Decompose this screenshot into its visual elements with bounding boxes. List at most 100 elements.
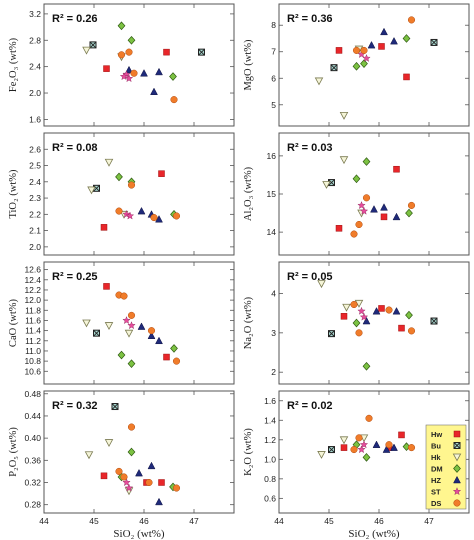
y-tick-label: 16 xyxy=(267,151,277,161)
point-Hw xyxy=(100,472,108,480)
point-DM xyxy=(362,157,371,166)
panel-frame xyxy=(43,3,235,127)
legend-marker-Hk xyxy=(452,453,462,462)
point-Bu xyxy=(430,38,438,46)
y-tick-label: 0.36 xyxy=(24,455,41,465)
legend-marker-Bu xyxy=(453,442,461,449)
y-tick-label: 12.4 xyxy=(24,275,41,285)
legend-label-Hk: Hk xyxy=(431,453,441,462)
point-HZ xyxy=(392,307,401,315)
point-HZ xyxy=(140,69,148,77)
legend-label-Hw: Hw xyxy=(431,430,442,439)
legend-label-HZ: HZ xyxy=(431,476,441,485)
point-DS xyxy=(125,48,133,56)
point-ST xyxy=(359,206,369,215)
y-tick-label: 10.8 xyxy=(24,356,41,366)
point-DS xyxy=(407,16,416,24)
y-tick-label: 14 xyxy=(267,227,277,237)
y-tick-label: 6 xyxy=(271,73,276,83)
point-DM xyxy=(352,318,361,328)
panel-frame xyxy=(278,3,470,127)
legend-label-DS: DS xyxy=(431,499,441,508)
point-HZ xyxy=(150,87,158,95)
point-HZ xyxy=(372,440,381,448)
point-DS xyxy=(150,214,158,222)
y-tick-label: 0.32 xyxy=(24,478,41,488)
r-squared-label: R² = 0.26 xyxy=(52,13,98,25)
point-DM xyxy=(362,361,371,371)
panel-fe2o3: 1.6 2.0 2.4 2.8 3.2 Fe₂O₃ (wt%) R² = 0.26 xyxy=(8,3,235,127)
point-ST xyxy=(124,483,134,492)
point-Hw xyxy=(163,353,170,361)
point-HZ xyxy=(147,461,156,470)
point-Hk xyxy=(317,280,326,289)
y-tick-label: 15 xyxy=(267,189,277,199)
point-Bu xyxy=(328,446,335,454)
y-axis-label: P₂O₅ (wt%) xyxy=(8,427,19,477)
point-HZ xyxy=(380,203,388,211)
point-Hk xyxy=(82,46,91,55)
y-tick-label: 2.2 xyxy=(29,209,41,219)
y-tick-label: 8 xyxy=(271,20,276,30)
y-tick-label: 2.1 xyxy=(29,226,41,236)
panel-frame xyxy=(278,132,470,256)
point-Hw xyxy=(340,444,348,451)
point-HZ xyxy=(155,497,163,506)
r-squared-label: R² = 0.03 xyxy=(287,142,333,154)
point-DM xyxy=(362,453,371,462)
x-tick-label: 45 xyxy=(89,516,99,526)
y-tick-label: 3.2 xyxy=(29,9,41,19)
y-tick-label: 2.4 xyxy=(29,62,41,72)
point-DS xyxy=(145,478,153,487)
x-axes-group: 44 45 46 47 SiO₂ (wt%) 44 45 46 47 SiO₂ (wt%) xyxy=(39,516,434,540)
point-ST xyxy=(359,440,369,449)
x-tick-label: 44 xyxy=(274,516,284,526)
x-axis-label: SiO₂ (wt%) xyxy=(348,528,400,540)
point-DS xyxy=(147,327,156,335)
point-DS xyxy=(385,306,393,314)
point-DM xyxy=(115,172,123,182)
y-tick-label: 11.0 xyxy=(25,346,41,356)
y-tick-label: 2.0 xyxy=(29,88,41,98)
point-DS xyxy=(120,473,128,481)
y-tick-label: 0.6 xyxy=(264,493,276,503)
y-tick-label: 2.4 xyxy=(29,177,41,187)
point-DS xyxy=(170,96,178,104)
point-DM xyxy=(117,21,126,31)
point-ST xyxy=(119,72,129,81)
y-tick-label: 2.5 xyxy=(29,161,41,171)
y-tick-label: 0.44 xyxy=(24,411,41,421)
point-DM xyxy=(127,447,136,457)
point-Hw xyxy=(335,47,343,54)
panel-mgo: 5 6 7 8 MgO (wt%) R² = 0.36 xyxy=(243,3,470,127)
y-tick-label: 2.8 xyxy=(29,35,41,45)
y-tick-label: 0.40 xyxy=(24,433,41,443)
legend: Hw Bu Hk DM HZ ST DS xyxy=(425,424,467,510)
point-HZ xyxy=(362,316,371,325)
y-tick-label: 11.6 xyxy=(25,315,41,325)
point-Hw xyxy=(103,283,110,290)
point-Hk xyxy=(82,319,91,328)
legend-marker-DM xyxy=(453,464,461,473)
point-Bu xyxy=(89,41,97,49)
y-tick-label: 11.2 xyxy=(25,336,41,346)
y-axis-label: MgO (wt%) xyxy=(243,39,254,91)
point-Hk xyxy=(84,451,94,460)
legend-marker-ST xyxy=(452,487,462,496)
point-Hw xyxy=(378,305,385,312)
panel-frame xyxy=(43,390,235,514)
x-tick-label: 45 xyxy=(324,516,334,526)
point-Bu xyxy=(198,48,205,56)
point-DM xyxy=(405,310,413,320)
point-HZ xyxy=(125,65,133,74)
x-tick-label: 46 xyxy=(139,516,149,526)
panel-frame xyxy=(43,261,235,385)
point-Hw xyxy=(393,165,400,173)
y-tick-label: 2.0 xyxy=(29,242,41,252)
point-Bu xyxy=(93,329,100,337)
point-DS xyxy=(365,414,373,422)
point-HZ xyxy=(380,27,388,36)
point-Hw xyxy=(378,43,385,50)
point-DM xyxy=(360,59,368,68)
point-ST xyxy=(122,478,131,487)
